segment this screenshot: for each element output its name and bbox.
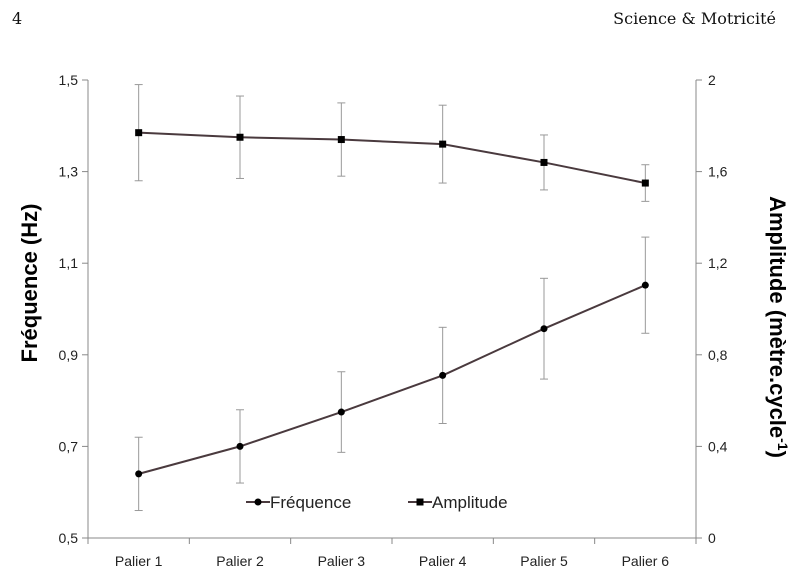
y-tick-label-left: 0,7: [59, 438, 79, 454]
data-point-amplitude: [135, 129, 143, 137]
y-tick-label-right: 1,6: [708, 164, 728, 180]
journal-name: Science & Motricité: [613, 9, 776, 28]
chart-legend: Fréquence Amplitude: [246, 493, 508, 512]
y-tick-label-right: 2: [708, 72, 716, 88]
y-axis-title-right-sup: -1: [775, 438, 791, 451]
data-point-amplitude: [439, 140, 447, 148]
data-point-frequence: [439, 371, 447, 379]
legend-label-frequence: Fréquence: [270, 493, 351, 512]
data-point-frequence: [641, 281, 649, 289]
y-axis-title-right-end: ): [765, 451, 790, 458]
series-lines: [138, 131, 646, 475]
page-number: 4: [12, 9, 23, 28]
x-tick-label: Palier 2: [216, 553, 264, 569]
legend-marker-frequence: [254, 498, 262, 506]
data-point-frequence: [337, 408, 345, 416]
x-tick-label: Palier 5: [520, 553, 568, 569]
x-tick-label: Palier 4: [419, 553, 467, 569]
y-tick-label-left: 1,5: [59, 72, 79, 88]
data-point-amplitude: [540, 158, 548, 166]
data-point-frequence: [540, 325, 548, 333]
y-tick-label-right: 0,4: [708, 438, 728, 454]
data-point-amplitude: [236, 133, 244, 141]
data-point-amplitude: [337, 136, 345, 144]
y-tick-label-right: 0,8: [708, 347, 728, 363]
x-tick-label: Palier 6: [622, 553, 670, 569]
y-tick-label-left: 0,5: [59, 530, 79, 546]
chart-axes: 0,5 0,7 0,9 1,1 1,3 1,5 0 0,4 0,8 1,2 1,6 2 Palier 1…: [59, 72, 728, 569]
page-header: 4 Science & Motricité: [0, 0, 792, 40]
series-line-amplitude: [138, 131, 646, 185]
y-axis-title-right: Amplitude (mètre.cycle-1): [765, 196, 791, 458]
y-axis-title-right-main: Amplitude (mètre.cycle: [765, 196, 790, 438]
data-point-amplitude: [641, 179, 649, 187]
data-point-frequence: [135, 470, 143, 478]
x-tick-label: Palier 1: [115, 553, 163, 569]
x-tick-label: Palier 3: [318, 553, 366, 569]
data-point-frequence: [236, 442, 244, 450]
legend-marker-amplitude: [416, 498, 424, 506]
y-tick-label-right: 1,2: [708, 255, 728, 271]
legend-label-amplitude: Amplitude: [432, 493, 508, 512]
series-markers: [135, 129, 649, 478]
y-tick-label-left: 1,1: [59, 255, 79, 271]
y-axis-title-left: Fréquence (Hz): [17, 204, 42, 363]
error-bars: [134, 84, 650, 512]
y-tick-label-left: 1,3: [59, 164, 79, 180]
y-tick-label-right: 0: [708, 530, 716, 546]
series-line-frequence: [138, 284, 646, 475]
y-tick-label-left: 0,9: [59, 347, 79, 363]
